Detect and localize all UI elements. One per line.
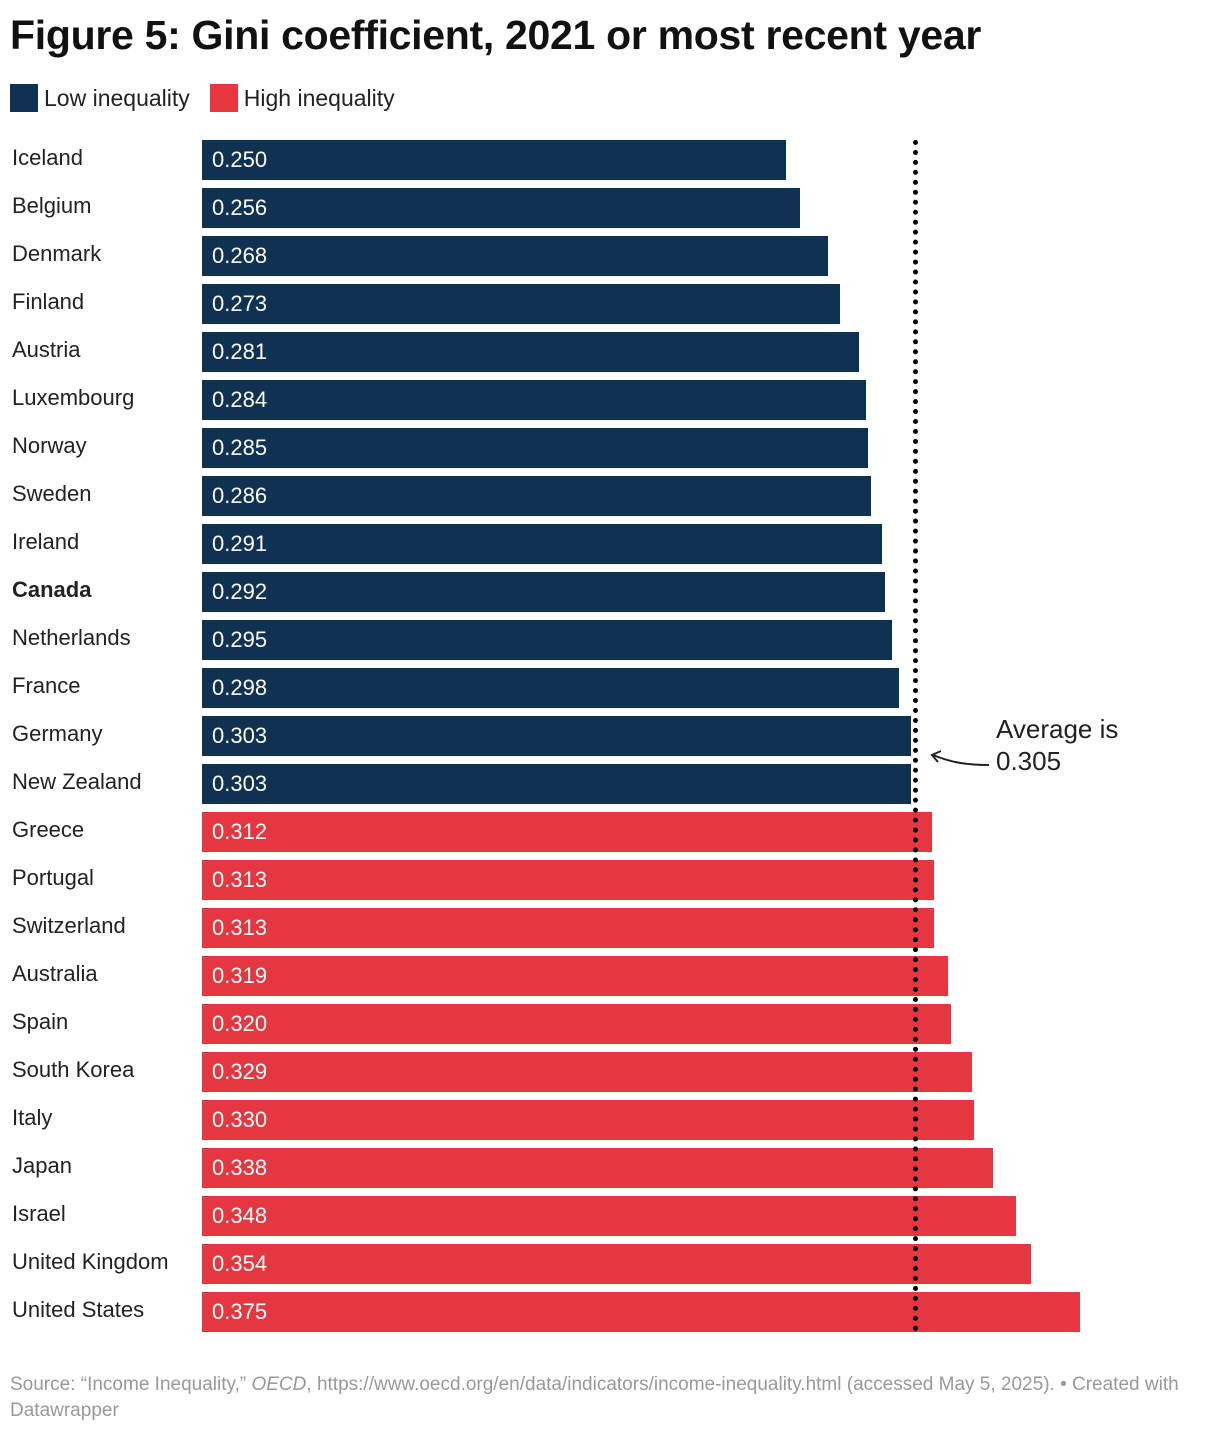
bar	[202, 812, 932, 852]
bar	[202, 428, 869, 468]
legend-label-low: Low inequality	[44, 84, 190, 111]
bar	[202, 1052, 972, 1092]
category-label: Denmark	[12, 241, 102, 266]
bar	[202, 140, 786, 180]
data-label: 0.313	[212, 915, 268, 940]
data-label: 0.284	[212, 387, 268, 412]
source-org: OECD	[251, 1374, 307, 1395]
category-label: Spain	[12, 1009, 69, 1034]
annotation-line-1: Average is	[996, 714, 1119, 744]
category-label: South Korea	[12, 1057, 135, 1082]
data-label: 0.250	[212, 147, 268, 172]
bar	[202, 620, 892, 660]
data-label: 0.298	[212, 675, 268, 700]
bar	[202, 764, 911, 804]
average-line	[913, 140, 919, 1332]
category-label: Israel	[12, 1201, 66, 1226]
bar	[202, 572, 885, 612]
legend-label-high: High inequality	[243, 84, 395, 111]
annotation-line-2: 0.305	[996, 746, 1062, 776]
bar	[202, 716, 911, 756]
bar	[202, 908, 935, 948]
data-label: 0.313	[212, 867, 268, 892]
footer-source: Source: “Income Inequality,” OECD, https…	[10, 1372, 1190, 1424]
legend-item-high: High inequality	[209, 84, 395, 112]
bar	[202, 668, 899, 708]
category-label: Japan	[12, 1153, 72, 1178]
category-label: Canada	[12, 577, 92, 602]
data-label: 0.320	[212, 1011, 268, 1036]
legend-swatch-high	[209, 84, 238, 112]
data-label: 0.256	[212, 195, 268, 220]
category-label: France	[12, 673, 81, 698]
category-label: Iceland	[12, 145, 83, 170]
data-label: 0.348	[212, 1203, 268, 1228]
bar	[202, 956, 949, 996]
bar	[202, 476, 871, 516]
legend: Low inequality High inequality	[10, 84, 415, 112]
bar	[202, 284, 841, 324]
bar	[202, 1244, 1031, 1284]
category-label: Italy	[12, 1105, 53, 1130]
average-annotation: Average is 0.305	[996, 713, 1118, 777]
data-label: 0.330	[212, 1107, 268, 1132]
data-label: 0.375	[212, 1299, 268, 1324]
data-label: 0.312	[212, 819, 268, 844]
category-label: Norway	[12, 433, 87, 458]
bar	[202, 188, 801, 228]
data-label: 0.268	[212, 243, 268, 268]
data-label: 0.319	[212, 963, 268, 988]
bar	[202, 236, 829, 276]
category-label: Austria	[12, 337, 81, 362]
legend-item-low: Low inequality	[10, 84, 190, 112]
bar	[202, 1148, 993, 1188]
bar	[202, 860, 935, 900]
category-label: United Kingdom	[12, 1249, 169, 1274]
data-label: 0.295	[212, 627, 268, 652]
data-label: 0.303	[212, 723, 268, 748]
category-label: Switzerland	[12, 913, 126, 938]
category-label: Portugal	[12, 865, 94, 890]
data-label: 0.281	[212, 339, 268, 364]
bar	[202, 1292, 1080, 1332]
source-prefix: Source: “Income Inequality,”	[10, 1374, 252, 1395]
bar	[202, 1196, 1017, 1236]
bar	[202, 380, 866, 420]
data-label: 0.273	[212, 291, 268, 316]
bar	[202, 524, 883, 564]
bar	[202, 1004, 951, 1044]
data-label: 0.292	[212, 579, 268, 604]
data-label: 0.354	[212, 1251, 268, 1276]
category-label: Finland	[12, 289, 85, 314]
source-rest: , https://www.oecd.org/en/data/indicator…	[10, 1374, 1179, 1421]
category-label: United States	[12, 1297, 145, 1322]
category-label: Luxembourg	[12, 385, 135, 410]
category-label: Ireland	[12, 529, 80, 554]
category-label: Greece	[12, 817, 85, 842]
category-label: Netherlands	[12, 625, 131, 650]
category-label: Australia	[12, 961, 98, 986]
data-label: 0.286	[212, 483, 268, 508]
category-label: Sweden	[12, 481, 92, 506]
annotation-arrow	[930, 750, 990, 766]
data-label: 0.291	[212, 531, 268, 556]
category-label: Belgium	[12, 193, 92, 218]
bar	[202, 1100, 975, 1140]
data-label: 0.285	[212, 435, 268, 460]
category-label: Germany	[12, 721, 103, 746]
data-label: 0.338	[212, 1155, 268, 1180]
chart-title: Figure 5: Gini coefficient, 2021 or most…	[10, 12, 982, 58]
data-label: 0.329	[212, 1059, 268, 1084]
data-label: 0.303	[212, 771, 268, 796]
legend-swatch-low	[10, 84, 38, 112]
category-label: New Zealand	[12, 769, 142, 794]
bar	[202, 332, 859, 372]
